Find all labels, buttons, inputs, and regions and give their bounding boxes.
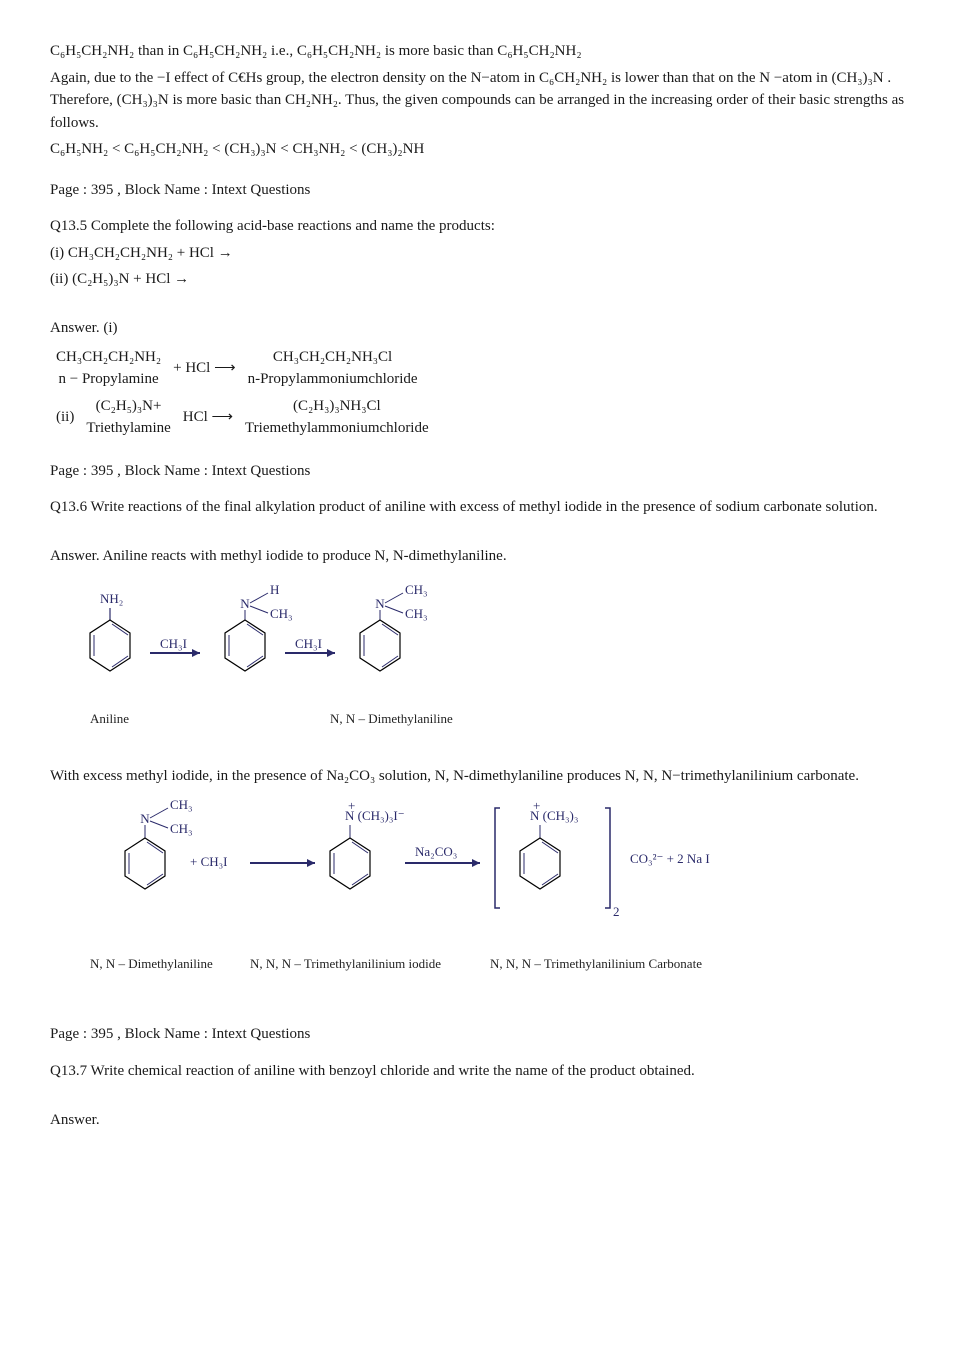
q136-diagram1: NH₂ Aniline CH₃I N H CH₃ CH₃ [50,578,909,756]
page-ref-1: Page : 395 , Block Name : Intext Questio… [50,179,909,202]
svg-text:N: N [140,811,150,826]
d2-iodide-label: N, N, N – Trimethylanilinium iodide [250,956,441,971]
d2-reactant-label: N, N – Dimethylaniline [90,956,213,971]
d2-na2co3: Na₂CO₃ [415,844,457,859]
d1-h: H [270,582,279,597]
q135-ii: (ii) (C₂H₅)₃N + HCl → [50,268,909,291]
intro-line2: Again, due to the −I effect of C€Hs grou… [50,67,909,135]
d1-ch3-3: CH₃ [405,606,428,621]
d1-nh2: NH₂ [100,591,123,606]
svg-text:N: N [240,596,250,611]
q136-diagram2: N CH₃ CH₃ + CH₃I N (CH₃)₃I⁻ + [50,798,909,1006]
d2-ch3-a: CH₃ [170,798,193,812]
r2-left-top: (C₂H₅)₃N+ [96,398,162,414]
diagram1-svg: NH₂ Aniline CH₃I N H CH₃ CH₃ [50,578,530,748]
r1-left-bot: n − Propylamine [58,371,158,387]
r1-right-bot: n-Propylammoniumchloride [248,371,418,387]
d1-product-label: N, N – Dimethylaniline [330,711,453,726]
r2-left-bot: Triethylamine [86,420,170,436]
d2-ch3-b: CH₃ [170,821,193,836]
d2-two: 2 [613,904,620,919]
d1-ch3-1: CH₃ [270,606,293,621]
d2-plus-ch3i: + CH₃I [190,854,228,869]
d1-ch3-2: CH₃ [405,582,428,597]
d1-aniline-label: Aniline [90,711,129,726]
q136-answer-intro: Answer. Aniline reacts with methyl iodid… [50,545,909,568]
r1-left-top: CH₃CH₂CH₂NH₂ [56,349,161,365]
r2-right-bot: Triemethylammoniumchloride [245,420,429,436]
svg-text:N: N [375,596,385,611]
svg-text:+: + [533,798,540,813]
q136-block: Q13.6 Write reactions of the final alkyl… [50,496,909,1005]
r1-mid: + HCl ⟶ [167,344,241,393]
q137-answer: Answer. [50,1109,909,1132]
d2-co3: CO₃²⁻ + 2 Na I [630,851,710,866]
q135-answer-label: Answer. (i) [50,317,909,340]
r2-right-top: (C₂H₃)₃NH₃Cl [293,398,381,414]
intro-line1: C₆H₅CH₂NH₂ than in C₆H₅CH₂NH₂ i.e., C₆H₅… [50,40,909,63]
q135-reaction1: CH₃CH₂CH₂NH₂ n − Propylamine + HCl ⟶ CH₃… [50,344,424,393]
d1-ch3i-2: CH₃I [295,636,322,651]
d2-carbonate-label: N, N, N – Trimethylanilinium Carbonate [490,956,702,971]
intro-order: C₆H₅NH₂ < C₆H₅CH₂NH₂ < (CH₃)₃N < CH₃NH₂ … [50,138,909,161]
page-ref-3: Page : 395 , Block Name : Intext Questio… [50,1023,909,1046]
q136-mid-text: With excess methyl iodide, in the presen… [50,765,909,788]
r2-mid: HCl ⟶ [177,393,239,442]
q137-block: Q13.7 Write chemical reaction of aniline… [50,1060,909,1132]
q136-question: Q13.6 Write reactions of the final alkyl… [50,496,909,519]
intro-block: C₆H₅CH₂NH₂ than in C₆H₅CH₂NH₂ i.e., C₆H₅… [50,40,909,161]
page-ref-2: Page : 395 , Block Name : Intext Questio… [50,460,909,483]
q135-question: Q13.5 Complete the following acid-base r… [50,215,909,238]
svg-text:+: + [348,798,355,813]
q135-block: Q13.5 Complete the following acid-base r… [50,215,909,442]
q135-i: (i) CH₃CH₂CH₂NH₂ + HCl → [50,242,909,265]
q137-question: Q13.7 Write chemical reaction of aniline… [50,1060,909,1083]
r2-prefix: (ii) [50,393,80,442]
diagram2-svg: N CH₃ CH₃ + CH₃I N (CH₃)₃I⁻ + [50,798,810,998]
d1-ch3i-1: CH₃I [160,636,187,651]
r1-right-top: CH₃CH₂CH₂NH₃Cl [273,349,392,365]
q135-reaction2: (ii) (C₂H₅)₃N+ Triethylamine HCl ⟶ (C₂H₃… [50,393,435,442]
